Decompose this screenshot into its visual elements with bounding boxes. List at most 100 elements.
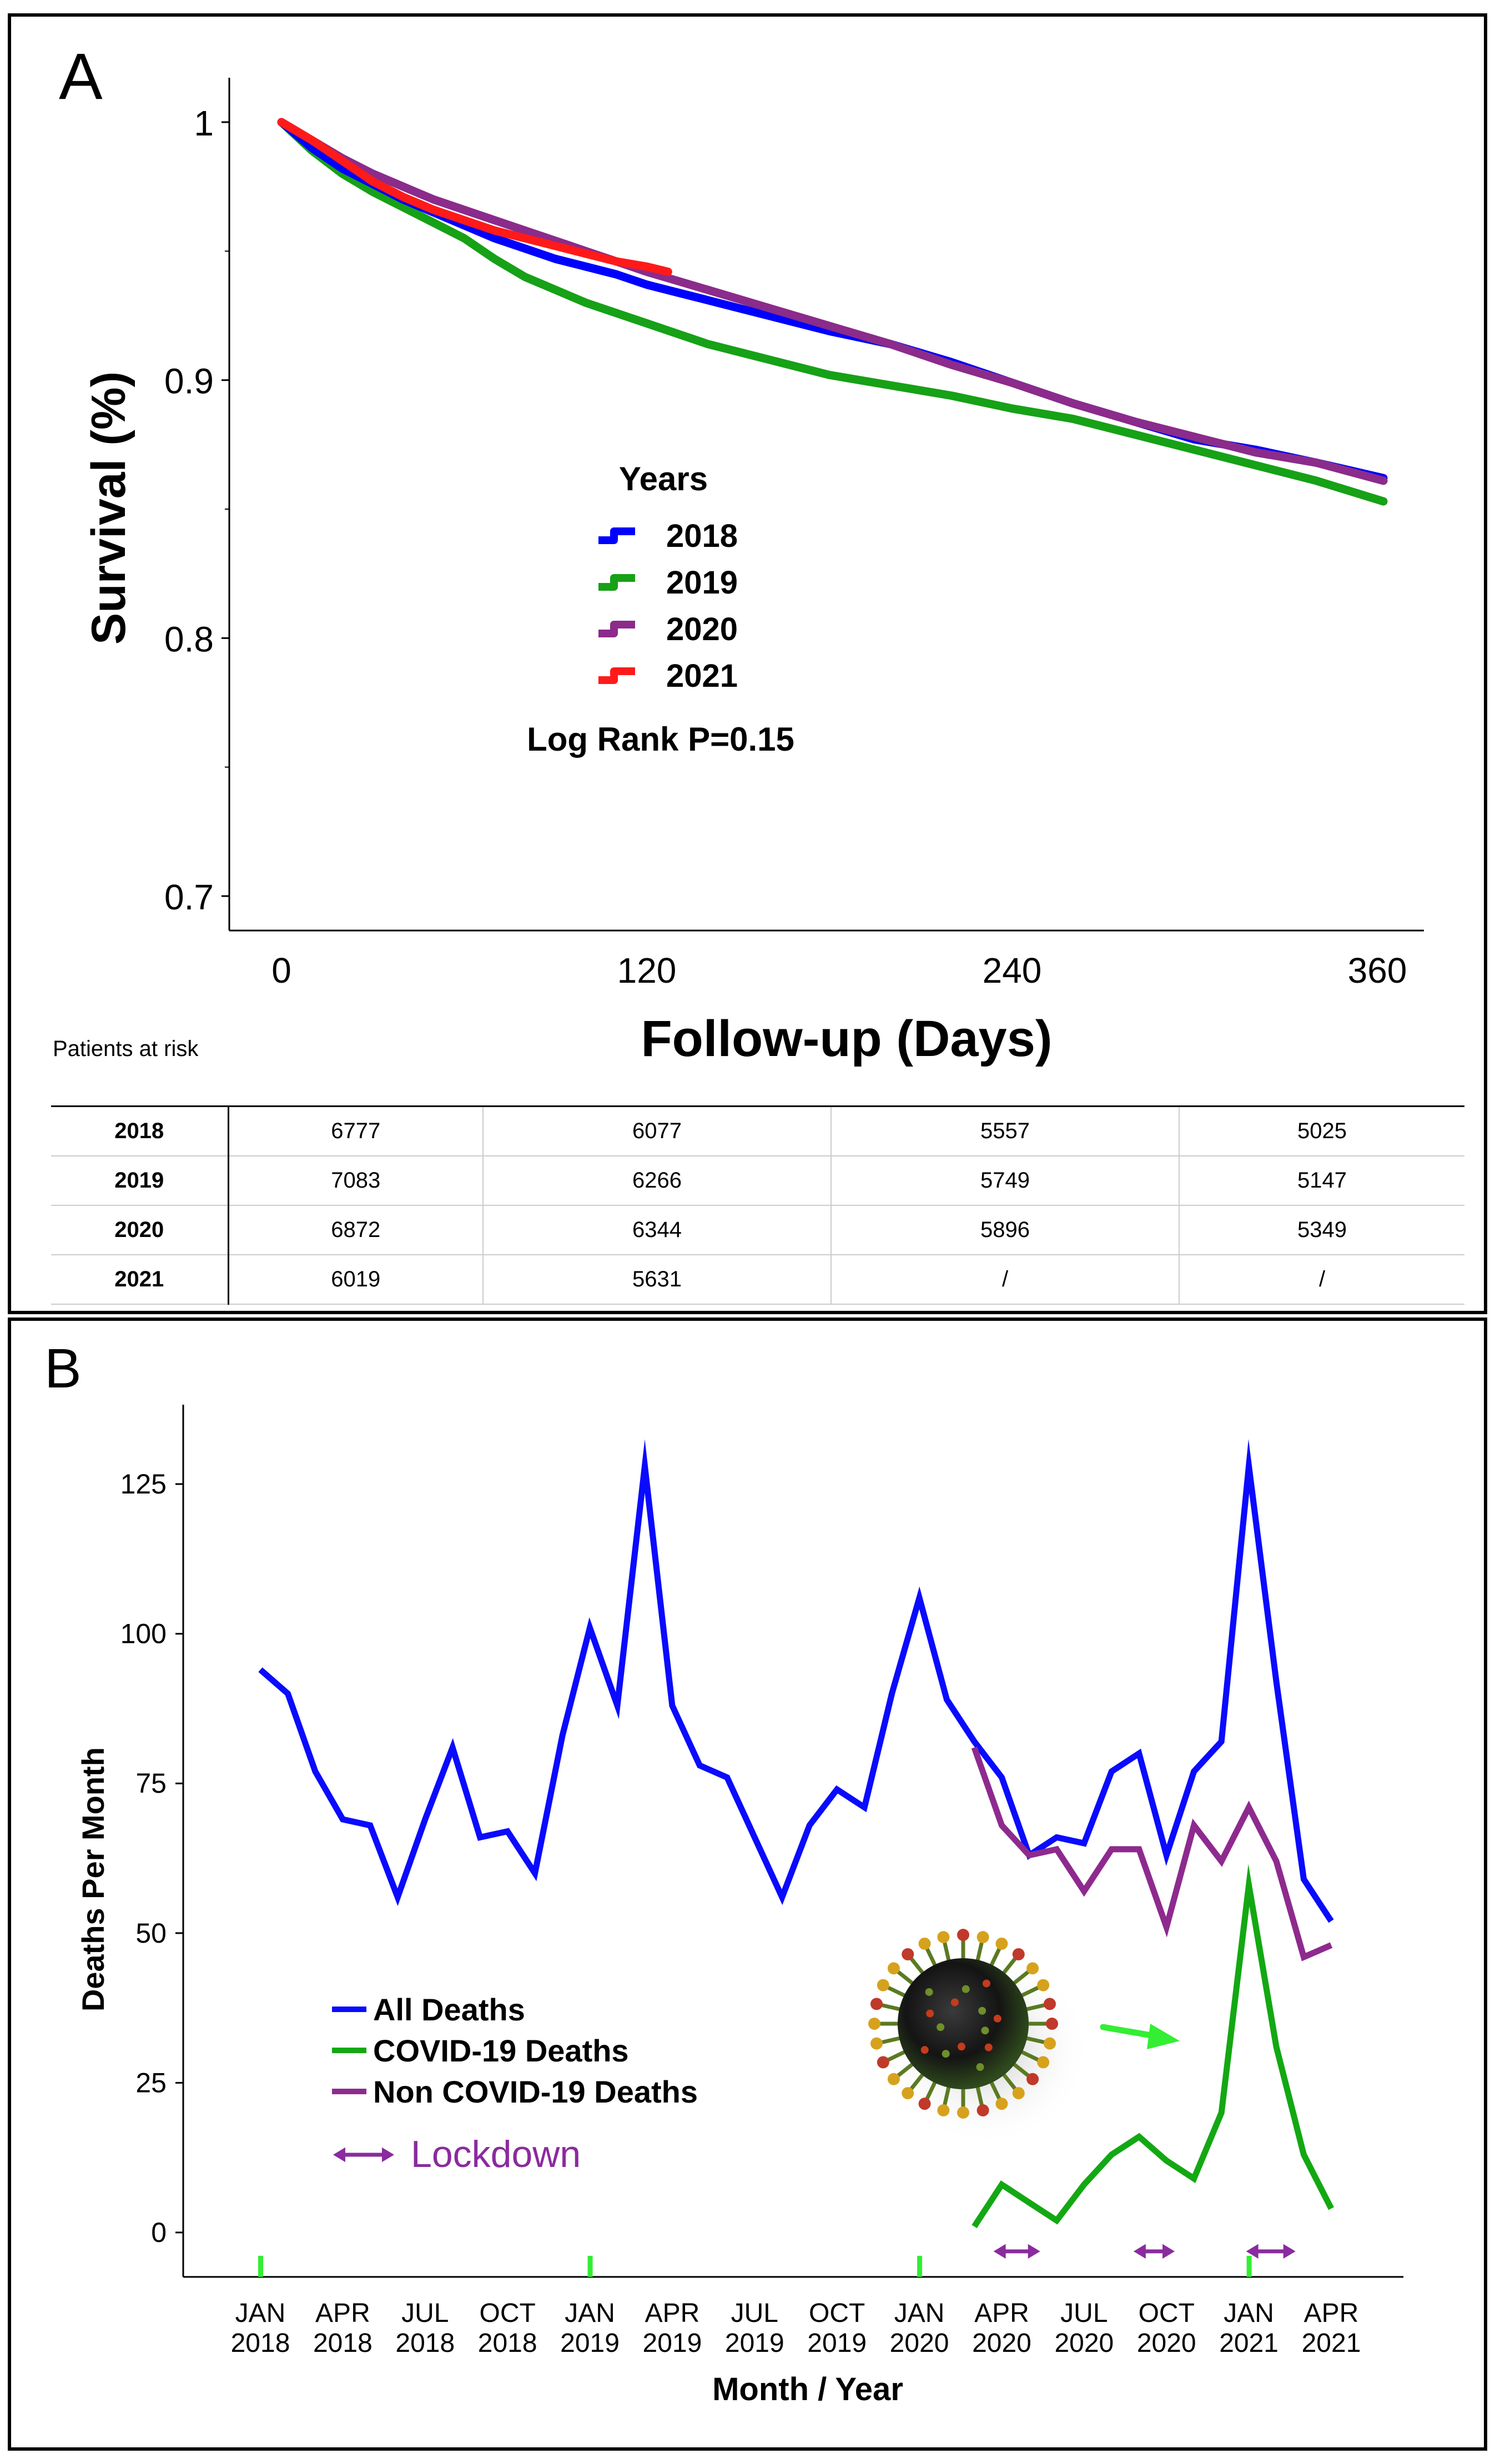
panel-b-label: B	[44, 1337, 82, 1400]
y-tick-label: 0.9	[164, 361, 214, 401]
risk-count-cell: 6344	[483, 1205, 832, 1255]
x-tick-label-year: 2019	[807, 2329, 867, 2358]
legend-label-2020: 2020	[666, 611, 738, 647]
legend-swatch-2018	[598, 527, 635, 544]
legend-lockdown-arrow-icon	[333, 2147, 394, 2163]
x-tick-label-year: 2019	[725, 2329, 784, 2358]
legend: All Deaths COVID-19 Deaths Non COVID-19 De…	[332, 1992, 698, 2175]
x-tick-label-month: APR	[645, 2299, 700, 2328]
x-tick-label-year: 2019	[643, 2329, 702, 2358]
risk-count-cell: /	[831, 1254, 1180, 1305]
risk-count-cell: 6266	[483, 1155, 832, 1205]
risk-year-cell: 2020	[51, 1205, 229, 1255]
risk-year-cell: 2018	[51, 1105, 229, 1156]
x-tick-label-year: 2019	[560, 2329, 620, 2358]
year-start-marker	[1246, 2256, 1252, 2277]
x-tick-label-month: JAN	[565, 2299, 615, 2328]
risk-count-cell: 6777	[228, 1105, 484, 1156]
lockdown-arrow-icon	[1133, 2244, 1175, 2259]
deaths-chart: B0255075100125JAN2018APR2018JUL2018OCT20…	[44, 1337, 1403, 2407]
x-tick-label: 360	[1348, 951, 1407, 990]
y-tick-label: 75	[135, 1768, 167, 1799]
x-tick-label: 120	[617, 951, 677, 990]
risk-row: 2018 6777 6077 5557 5025	[51, 1105, 1464, 1156]
risk-count-cell: 6872	[228, 1205, 484, 1255]
y-tick-label: 0	[151, 2217, 167, 2248]
survival-chart: A 0.7 0.8 0.9 1 0 120 240 360 Follow-up (Days) Sur…	[53, 40, 1424, 1067]
legend: Years 2018 2019 2020 2021	[598, 460, 738, 694]
survival-curve-2021	[277, 118, 672, 276]
risk-year-cell: 2021	[51, 1254, 229, 1305]
legend-label-2021: 2021	[666, 658, 738, 694]
x-tick-label-month: JUL	[731, 2299, 778, 2328]
survival-curve-2019	[277, 118, 1388, 506]
x-tick-label-month: JUL	[401, 2299, 449, 2328]
risk-count-cell: 5349	[1179, 1205, 1464, 1255]
x-tick-label-year: 2018	[478, 2329, 537, 2358]
green-arrow-right-icon	[1100, 2024, 1180, 2049]
x-tick-label-year: 2020	[1137, 2329, 1196, 2358]
x-tick-label-month: JAN	[235, 2299, 286, 2328]
risk-year-cell: 2019	[51, 1155, 229, 1205]
y-tick-label: 0.8	[164, 619, 214, 659]
x-tick-label: 240	[983, 951, 1042, 990]
y-tick-label: 0.7	[164, 877, 214, 917]
panel-b-deaths: B 0 25 50 75 100 125 JAN 2018 APR 2018 JUL 2018 OCT 20…	[8, 1318, 1487, 2451]
risk-count-cell: 5557	[831, 1105, 1180, 1156]
lockdown-arrow-icon	[1246, 2244, 1296, 2259]
risk-count-cell: 5025	[1179, 1105, 1464, 1156]
coronavirus-illustration-icon	[868, 1929, 1091, 2146]
x-tick-label-month: OCT	[1139, 2299, 1195, 2328]
risk-count-cell: 5147	[1179, 1155, 1464, 1205]
x-tick-label-month: OCT	[479, 2299, 535, 2328]
series-line-all-deaths	[258, 1439, 1334, 1923]
x-tick-label-year: 2021	[1219, 2329, 1278, 2358]
risk-table: 2018 6777 6077 5557 5025 2019 7083 6266 5749 5147…	[51, 1105, 1464, 1305]
legend-title: Years	[619, 460, 708, 497]
y-tick-label: 125	[120, 1469, 167, 1500]
survival-curve-2020	[277, 118, 1388, 485]
log-rank-annotation: Log Rank P=0.15	[527, 721, 794, 758]
risk-count-cell: /	[1179, 1254, 1464, 1305]
legend-swatch-2021	[598, 667, 635, 684]
risk-count-cell: 5631	[483, 1254, 832, 1305]
risk-count-cell: 7083	[228, 1155, 484, 1205]
year-start-marker	[587, 2256, 593, 2277]
risk-row: 2019 7083 6266 5749 5147	[51, 1155, 1464, 1205]
y-axis-title: Deaths Per Month	[75, 1747, 110, 2012]
legend-label-2018: 2018	[666, 518, 738, 554]
x-tick-label: 0	[271, 951, 291, 990]
x-axis-title: Month / Year	[712, 2371, 903, 2407]
risk-table-label: Patients at risk	[53, 1037, 199, 1061]
panel-a-survival: A 0.7 0.8 0.9 1 0 120 240 360 Follow-up (Days) Sur…	[8, 13, 1487, 1314]
legend-label-2019: 2019	[666, 565, 738, 601]
risk-row: 2021 6019 5631//	[51, 1254, 1464, 1305]
x-tick-label-month: JAN	[1224, 2299, 1274, 2328]
legend-label: All Deaths	[373, 1992, 525, 2027]
y-tick-label: 100	[120, 1618, 167, 1650]
panel-a-label: A	[59, 40, 103, 113]
risk-count-cell: 5749	[831, 1155, 1180, 1205]
y-tick-label: 25	[135, 2067, 167, 2098]
x-axis-title: Follow-up (Days)	[641, 1010, 1052, 1067]
legend-label: Non COVID-19 Deaths	[373, 2074, 698, 2109]
x-tick-label-year: 2018	[395, 2329, 455, 2358]
series-line-non-covid-19-deaths	[971, 1746, 1333, 1962]
y-axis-title: Survival (%)	[82, 371, 135, 645]
year-start-marker	[258, 2256, 263, 2277]
lockdown-arrow-icon	[993, 2244, 1040, 2259]
x-tick-label-year: 2018	[313, 2329, 373, 2358]
x-tick-label-month: OCT	[809, 2299, 865, 2328]
y-tick-label: 50	[135, 1918, 167, 1949]
legend-lockdown-label: Lockdown	[411, 2133, 581, 2175]
x-tick-label-year: 2018	[231, 2329, 290, 2358]
risk-count-cell: 6077	[483, 1105, 832, 1156]
risk-count-cell: 5896	[831, 1205, 1180, 1255]
x-tick-label-year: 2021	[1302, 2329, 1361, 2358]
series-line-covid-19-deaths	[972, 1864, 1334, 2229]
risk-row: 2020 6872 6344 5896 5349	[51, 1205, 1464, 1255]
legend-swatch-2019	[598, 574, 635, 591]
x-tick-label-year: 2020	[1054, 2329, 1114, 2358]
y-tick-label: 1	[194, 103, 214, 143]
x-tick-label-month: APR	[315, 2299, 370, 2328]
